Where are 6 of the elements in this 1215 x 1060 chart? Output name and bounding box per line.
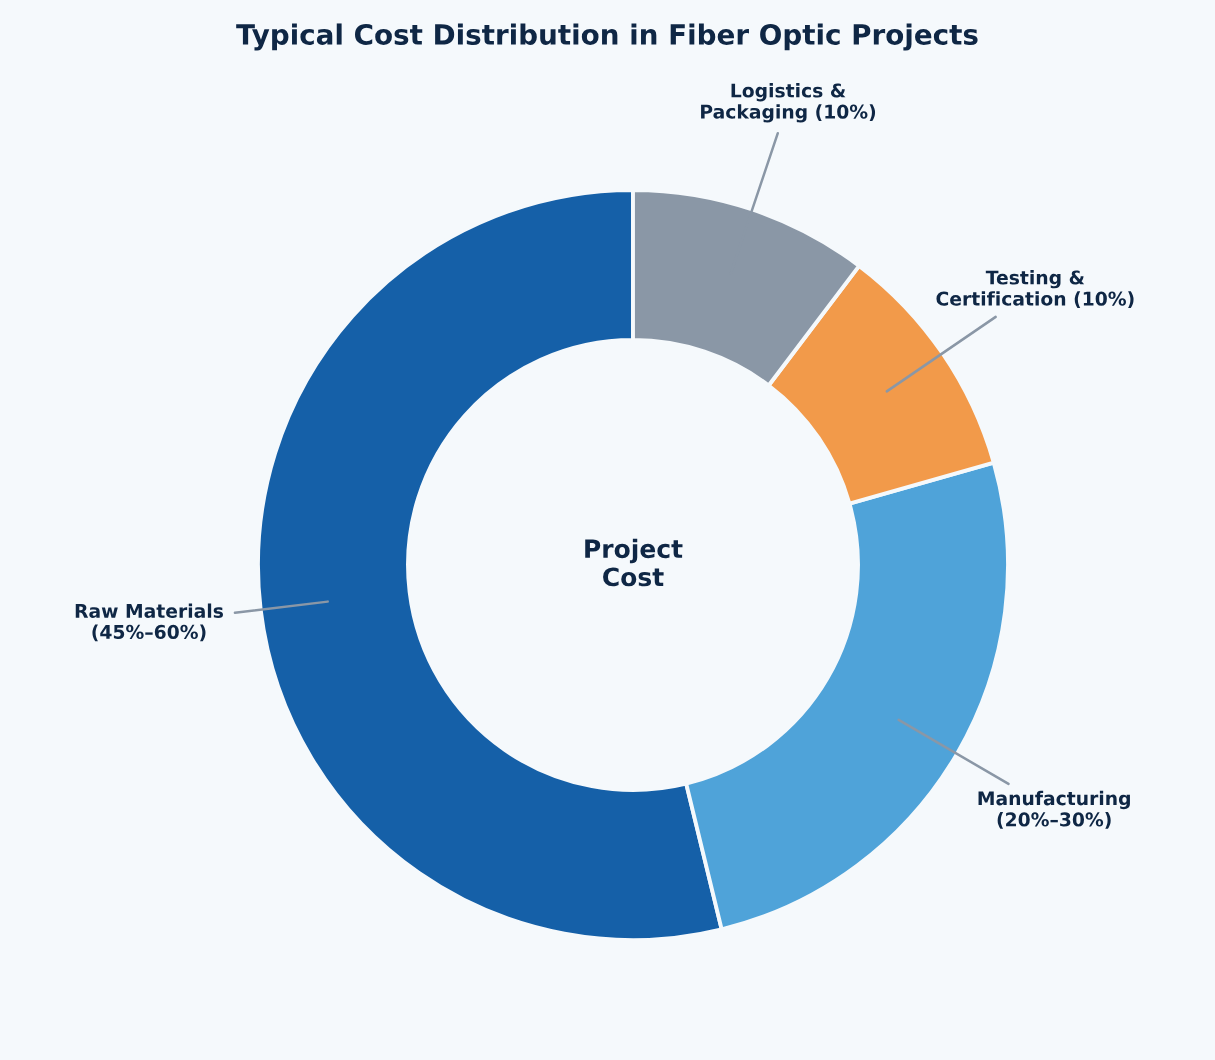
text: Project Cost [585, 538, 683, 587]
slice-label: Logistics & Packaging (10%) [701, 83, 876, 123]
chart-title: Typical Cost Distribution in Fiber Optic Projects [236, 23, 978, 51]
slice-label: Raw Materials (45%–60%) [75, 603, 223, 642]
slice-label: Manufacturing (20%–30%) [978, 790, 1130, 829]
slice-label: Testing & Certification (10%) [936, 270, 1134, 308]
